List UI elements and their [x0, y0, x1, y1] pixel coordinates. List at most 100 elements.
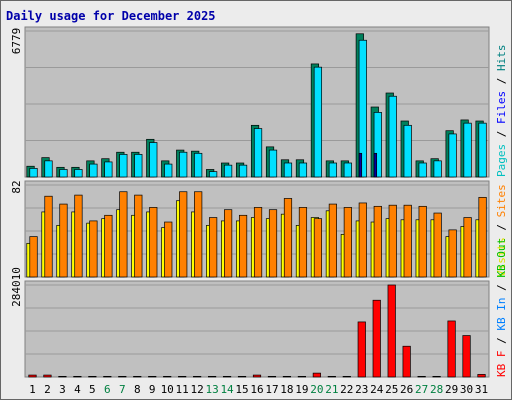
bar-kb-f-day-7 [118, 376, 127, 378]
x-tick-label: 22 [340, 383, 353, 396]
bar-sites-day-5 [89, 220, 98, 278]
x-tick-label: 14 [220, 383, 234, 396]
x-tick-label: 10 [161, 383, 174, 396]
x-tick-label: 8 [134, 383, 141, 396]
bar-kb-f-day-1 [28, 374, 37, 378]
bar-kb-f-day-23 [357, 321, 366, 378]
legend-hits: Hits [495, 45, 508, 72]
x-tick-label: 9 [149, 383, 156, 396]
bar-sites-day-16 [253, 207, 263, 278]
bar-files-day-25 [388, 95, 397, 178]
bar-files-day-23 [358, 39, 367, 178]
bar-sites-day-26 [403, 204, 412, 278]
bar-files-day-2 [44, 160, 53, 178]
bar-files-day-5 [89, 163, 98, 178]
x-axis-labels: 1 2 3 4 5 6 7 8 9 10 11 12 13 14 15 16 17 18 19 20 21 22 23 24 2… [29, 383, 488, 396]
x-tick-label: 19 [295, 383, 308, 396]
bar-kb-f-day-2 [43, 374, 52, 378]
bar-files-day-11 [179, 151, 188, 178]
bar-files-day-24 [373, 112, 382, 178]
bar-kb-f-day-28 [432, 376, 441, 378]
bar-files-day-12 [194, 152, 203, 178]
bar-sites-day-12 [194, 191, 203, 278]
bar-sites-day-29 [448, 229, 457, 278]
legend-kb-in: KB In [495, 298, 508, 331]
bar-sites-day-2 [44, 195, 53, 278]
x-tick-label: 3 [59, 383, 66, 396]
bar-files-day-19 [298, 162, 308, 178]
bar-files-day-15 [238, 164, 248, 178]
bar-kb-f-day-15 [237, 376, 247, 378]
x-tick-label: 23 [355, 383, 368, 396]
bar-sites-day-13 [209, 217, 218, 278]
x-tick-label: 21 [325, 383, 338, 396]
bar-files-day-7 [119, 154, 128, 178]
bar-kb-f-day-18 [282, 376, 292, 378]
bar-kb-f-day-31 [477, 374, 486, 378]
bar-kb-f-day-4 [73, 376, 82, 378]
x-tick-label: 12 [191, 383, 204, 396]
bar-sites-day-20 [313, 218, 323, 278]
bar-kb-f-day-13 [208, 376, 217, 378]
bar-kb-f-day-6 [103, 376, 112, 378]
bar-kb-f-day-22 [342, 376, 351, 378]
panel-max-label: 82 [10, 180, 23, 193]
x-tick-label: 20 [310, 383, 323, 396]
panel-background [24, 280, 490, 378]
bar-sites-day-23 [358, 202, 367, 278]
bar-kb-f-day-27 [417, 376, 426, 378]
bar-files-day-1 [29, 168, 38, 178]
bar-kb-f-day-3 [58, 376, 67, 378]
panel-max-label: 6779 [10, 28, 23, 55]
panel-legend: Visits / Sites [495, 184, 508, 277]
x-tick-label: 27 [415, 383, 428, 396]
x-tick-label: 11 [176, 383, 189, 396]
bar-sites-day-1 [29, 236, 38, 278]
bar-kb-f-day-29 [447, 320, 456, 378]
x-tick-label: 15 [235, 383, 248, 396]
bar-kb-f-day-24 [372, 299, 381, 378]
bar-sites-day-3 [59, 203, 68, 278]
series-pages [358, 152, 378, 178]
bar-files-day-21 [328, 162, 337, 178]
chart-panels: 6779 Pages / Files / Hits 82 Visits / Sites… [10, 26, 508, 378]
bar-files-day-22 [343, 162, 352, 178]
x-tick-label: 29 [445, 383, 458, 396]
bar-sites-day-17 [268, 209, 278, 278]
x-tick-label: 5 [89, 383, 96, 396]
bar-kb-f-day-14 [222, 376, 232, 378]
bar-files-day-16 [253, 128, 263, 178]
series-sites [29, 191, 487, 278]
x-tick-label: 7 [119, 383, 126, 396]
x-tick-label: 13 [205, 383, 218, 396]
bar-kb-f-day-11 [178, 376, 187, 378]
bar-kb-f-day-30 [462, 335, 471, 378]
bar-sites-day-21 [328, 203, 337, 278]
bar-kb-f-day-20 [312, 372, 321, 378]
bar-pages-day-23 [358, 152, 363, 178]
bar-sites-day-8 [134, 194, 143, 278]
bar-files-day-29 [448, 133, 457, 178]
bar-sites-day-4 [74, 194, 83, 278]
bar-files-day-17 [268, 149, 278, 178]
x-tick-label: 6 [104, 383, 111, 396]
series-files [29, 39, 487, 178]
bar-kb-f-day-16 [252, 374, 262, 378]
panel-legend: Pages / Files / Hits [495, 45, 508, 178]
bar-files-day-4 [74, 169, 83, 178]
bar-kb-f-day-17 [267, 376, 277, 378]
x-tick-label: 30 [460, 383, 473, 396]
bar-sites-day-18 [283, 198, 293, 278]
bar-sites-day-15 [238, 214, 248, 278]
x-tick-label: 16 [250, 383, 263, 396]
bar-files-day-26 [403, 124, 412, 178]
x-tick-label: 1 [29, 383, 36, 396]
legend-pages: Pages [495, 144, 508, 177]
bar-sites-day-31 [478, 196, 487, 278]
bar-sites-day-22 [343, 207, 352, 278]
legend-visits: Visits [495, 237, 508, 277]
bar-files-day-8 [134, 154, 143, 178]
bar-sites-day-9 [149, 207, 158, 278]
